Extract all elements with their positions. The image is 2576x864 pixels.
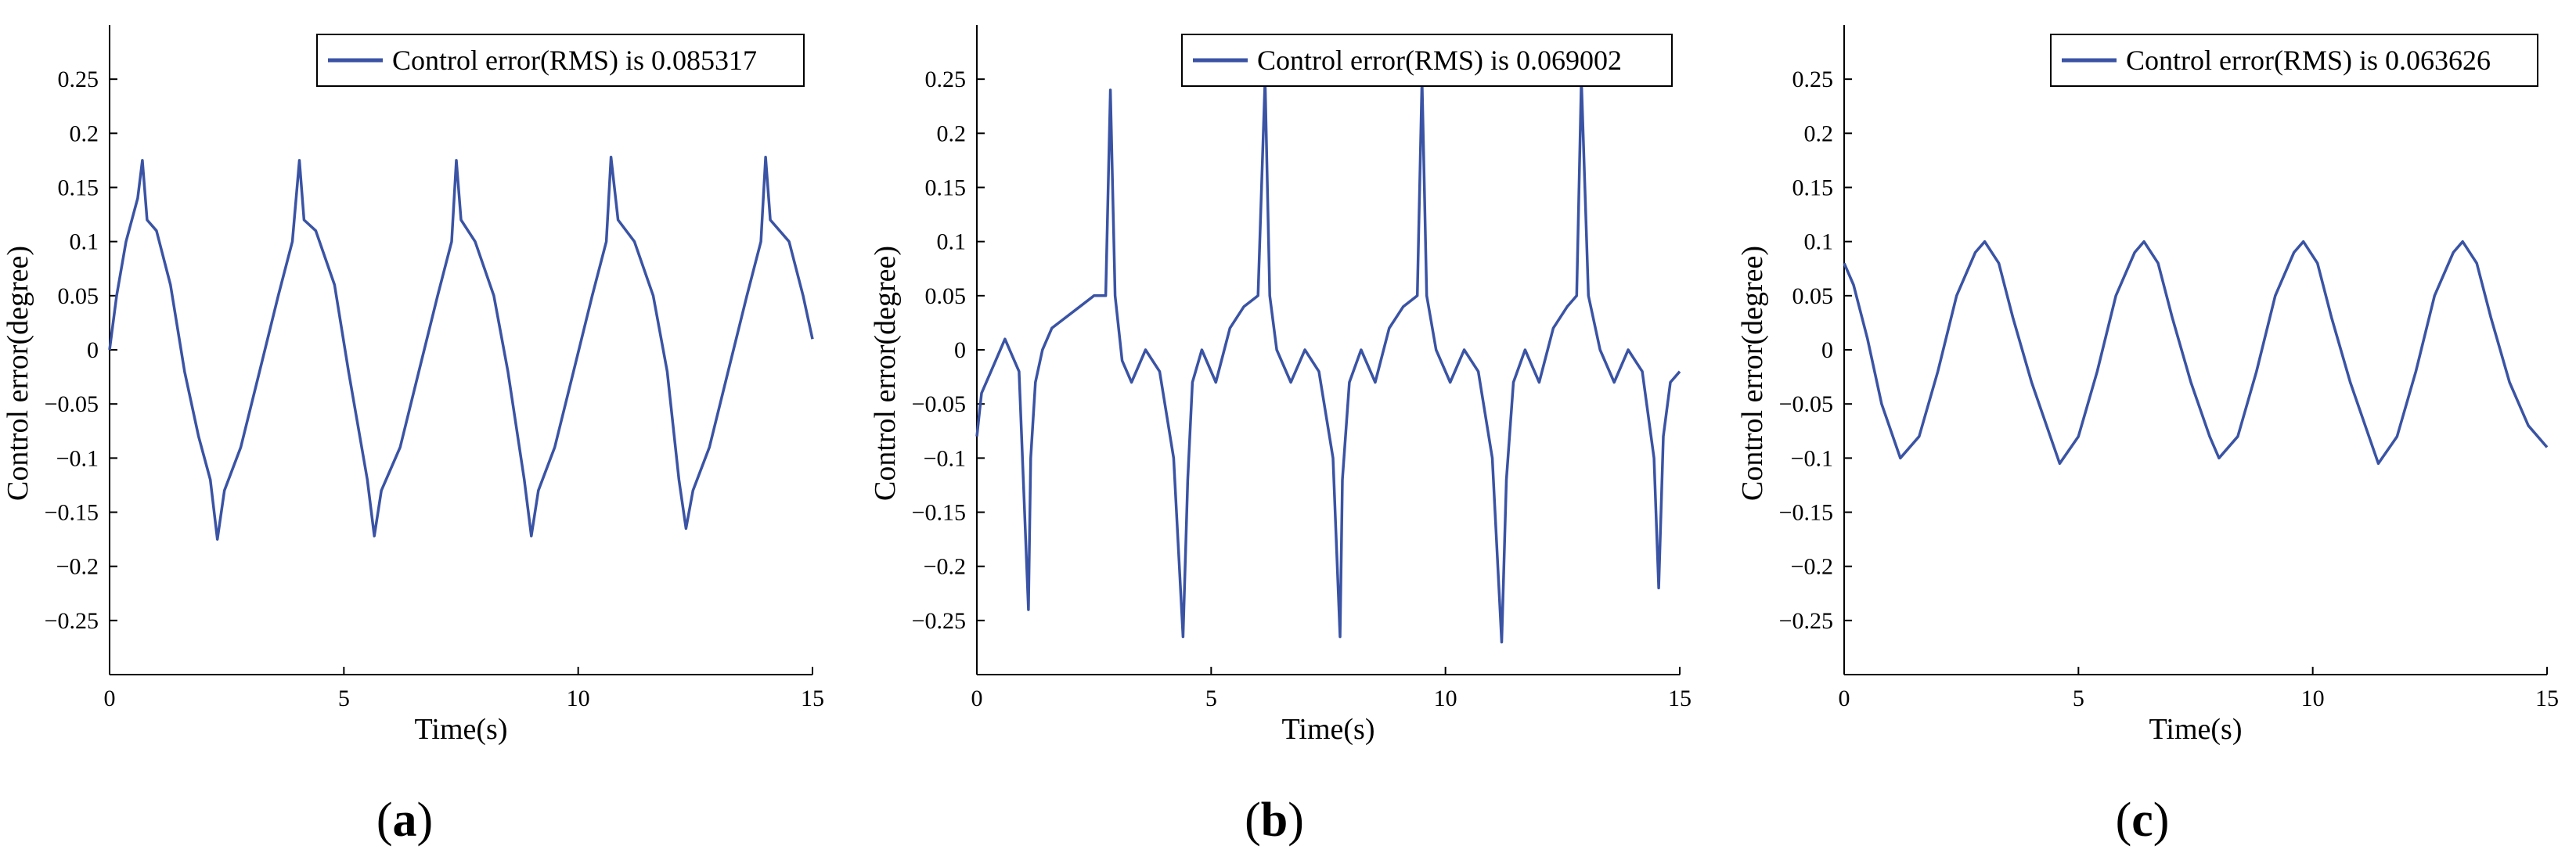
y-tick-label: 0.15 bbox=[925, 175, 967, 201]
x-axis-label: Time(s) bbox=[2149, 713, 2243, 746]
x-tick-label: 0 bbox=[1839, 686, 1850, 711]
panel-label: (a) bbox=[376, 794, 433, 847]
panels: −0.25−0.2−0.15−0.1−0.0500.050.10.150.20.… bbox=[2, 25, 2559, 847]
y-tick-label: 0 bbox=[954, 337, 966, 363]
series-line bbox=[975, 77, 1681, 644]
chart-panel-2: −0.25 −0.2 −0.15 −0.1 −0.05 0 0.05 0.1 0.15 0.2 0.… bbox=[869, 25, 1692, 746]
x-tick-label: 15 bbox=[2535, 686, 2559, 711]
panel-label-letter: a bbox=[393, 794, 417, 847]
x-tick-label: 0 bbox=[104, 686, 116, 711]
y-tick-label: −0.15 bbox=[45, 500, 99, 526]
y-axis-label: Control error(degree) bbox=[869, 246, 902, 501]
panel-label-close: ) bbox=[1288, 794, 1304, 847]
y-tick-label: 0 bbox=[87, 337, 99, 363]
legend: Control error(RMS) is 0.069002 bbox=[1181, 34, 1673, 87]
x-tick-label: 5 bbox=[1205, 686, 1217, 711]
legend-box bbox=[1181, 34, 1673, 87]
y-tick-label: −0.2 bbox=[1791, 554, 1833, 580]
series-line bbox=[108, 156, 814, 541]
y-tick-label: 0.05 bbox=[925, 283, 967, 309]
x-tick-label: 0 bbox=[971, 686, 983, 711]
y-tick-label: 0.2 bbox=[70, 121, 99, 146]
legend-label: Control error(RMS) is 0.085317 bbox=[392, 45, 757, 76]
panel-label: (c) bbox=[2116, 794, 2170, 847]
chart-panel-3: −0.25 −0.2 −0.15 −0.1 −0.05 0 0.05 0.1 0.15 0.2 0.… bbox=[1736, 25, 2559, 746]
panel-label-open: ( bbox=[1245, 794, 1261, 847]
y-tick-label: 0.25 bbox=[58, 67, 99, 92]
y-tick-label: −0.05 bbox=[45, 391, 99, 417]
y-tick-label: 0.05 bbox=[58, 283, 99, 309]
y-tick-label: −0.25 bbox=[45, 608, 99, 634]
y-tick-label: 0.2 bbox=[1804, 121, 1834, 146]
legend-box bbox=[2050, 34, 2538, 87]
y-tick-label: −0.25 bbox=[912, 608, 966, 634]
y-tick-label: −0.1 bbox=[924, 445, 966, 471]
y-tick-label: −0.05 bbox=[912, 391, 966, 417]
y-tick-label: −0.1 bbox=[56, 445, 99, 471]
y-tick-label: 0.1 bbox=[1804, 229, 1834, 255]
y-tick-label: 0.15 bbox=[1792, 175, 1834, 201]
y-axis-label: Control error(degree) bbox=[2, 246, 34, 501]
panel-label-open: ( bbox=[2116, 794, 2132, 847]
panel-label-close: ) bbox=[2153, 794, 2170, 847]
y-tick-label: 0 bbox=[1821, 337, 1833, 363]
legend-box bbox=[316, 34, 805, 87]
panel-label-open: ( bbox=[376, 794, 393, 847]
x-axis-label: Time(s) bbox=[1282, 713, 1375, 746]
x-tick-label: 10 bbox=[2301, 686, 2325, 711]
y-tick-label: 0.05 bbox=[1792, 283, 1834, 309]
x-tick-label: 15 bbox=[801, 686, 824, 711]
panel-label-letter: b bbox=[1261, 794, 1288, 847]
y-tick-label: −0.2 bbox=[56, 554, 99, 580]
panel-label-close: ) bbox=[417, 794, 434, 847]
legend: Control error(RMS) is 0.085317 bbox=[316, 34, 805, 87]
series-line bbox=[1843, 239, 2549, 466]
y-tick-label: 0.25 bbox=[925, 67, 967, 92]
y-tick-label: 0.25 bbox=[1792, 67, 1834, 92]
x-tick-label: 5 bbox=[338, 686, 350, 711]
legend-label: Control error(RMS) is 0.069002 bbox=[1257, 45, 1622, 76]
y-tick-label: −0.25 bbox=[1779, 608, 1833, 634]
x-axis-label: Time(s) bbox=[415, 713, 508, 746]
y-axis-label: Control error(degree) bbox=[1736, 246, 1769, 501]
y-tick-label: 0.15 bbox=[58, 175, 99, 201]
y-tick-label: −0.2 bbox=[924, 554, 966, 580]
y-tick-label: −0.05 bbox=[1779, 391, 1833, 417]
y-tick-label: −0.1 bbox=[1791, 445, 1833, 471]
legend: Control error(RMS) is 0.063626 bbox=[2050, 34, 2538, 87]
legend-label: Control error(RMS) is 0.063626 bbox=[2126, 45, 2491, 76]
y-tick-label: −0.15 bbox=[912, 500, 966, 526]
panel-label-letter: c bbox=[2131, 794, 2153, 847]
y-tick-label: −0.15 bbox=[1779, 500, 1833, 526]
x-tick-label: 10 bbox=[567, 686, 590, 711]
y-tick-label: 0.1 bbox=[70, 229, 99, 255]
x-tick-label: 5 bbox=[2073, 686, 2084, 711]
chart-panel-1: −0.25 −0.2 −0.15 −0.1 −0.05 0 0.05 0.1 0.15 0.2 0.… bbox=[2, 25, 824, 746]
x-tick-label: 15 bbox=[1668, 686, 1692, 711]
panel-label: (b) bbox=[1245, 794, 1304, 847]
y-tick-label: 0.1 bbox=[937, 229, 967, 255]
x-tick-label: 10 bbox=[1434, 686, 1457, 711]
y-tick-label: 0.2 bbox=[937, 121, 967, 146]
